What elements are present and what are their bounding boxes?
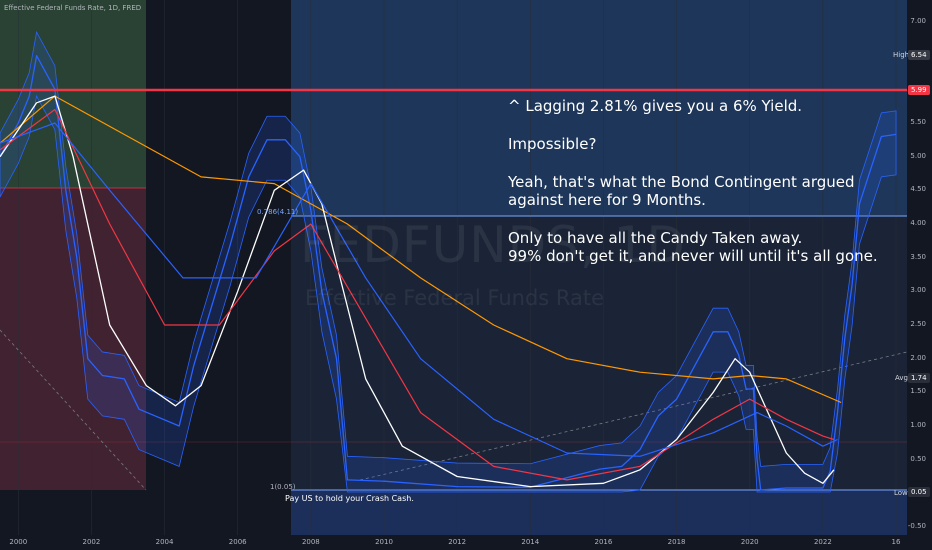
avg-label: Avg <box>895 374 908 382</box>
avg-value-tag: 1.74 <box>908 373 930 383</box>
white-average-line <box>0 95 835 488</box>
fib-lower-label: 1(0.05) <box>270 483 296 491</box>
red-average-line <box>0 108 835 481</box>
time-tick: 16 <box>891 538 901 546</box>
current-value-tag: 5.99 <box>908 85 930 95</box>
time-tick: 2018 <box>667 538 686 546</box>
price-tick: 4.00 <box>910 219 926 227</box>
price-tick: 2.50 <box>910 320 926 329</box>
price-tick: 4.50 <box>910 185 926 194</box>
bottom-note: Pay US to hold your Crash Cash. <box>285 494 414 503</box>
blue-zone-mid <box>291 216 907 490</box>
watermark-name: Effective Federal Funds Rate <box>305 286 605 310</box>
blue-zone-lower <box>291 490 907 535</box>
time-tick: 2006 <box>228 538 247 546</box>
time-tick: 2010 <box>375 538 393 546</box>
fib-upper-label: 0.786(4.11) <box>257 208 299 216</box>
time-tick: 2022 <box>813 538 832 546</box>
time-tick: 2014 <box>521 538 540 546</box>
annotation-line-3: Yeah, that's what the Bond Contingent ar… <box>508 173 855 191</box>
time-axis[interactable] <box>0 535 932 550</box>
time-tick: 2016 <box>594 538 613 546</box>
orange-average-line <box>0 95 842 404</box>
low-value-tag: 0.05 <box>908 487 930 497</box>
high-label: High <box>893 51 910 59</box>
blue-zone-upper <box>291 0 907 216</box>
price-tick: 1.50 <box>910 387 926 396</box>
diagonal-trend <box>0 329 147 491</box>
series-layer <box>0 30 897 493</box>
price-tick: 7.00 <box>910 16 926 25</box>
price-tick: 3.00 <box>910 286 926 295</box>
price-tick: 3.50 <box>910 252 926 261</box>
chart-title: Effective Federal Funds Rate, 1D, FRED <box>4 4 142 12</box>
fed-funds-rate-line <box>0 55 897 491</box>
price-tick: 1.00 <box>910 421 926 430</box>
time-tick: 2020 <box>740 538 759 546</box>
annotation-line-4: against here for 9 Months. <box>508 191 706 209</box>
rising-trend <box>359 351 908 481</box>
price-tick: 0.50 <box>910 454 926 463</box>
rate-envelope-band <box>0 30 897 493</box>
annotation-line-5: Only to have all the Candy Taken away. <box>508 229 803 247</box>
low-label: Low <box>894 489 908 497</box>
time-tick: 2008 <box>301 538 320 546</box>
price-tick: 2.00 <box>910 353 926 362</box>
time-tick: 2000 <box>9 538 28 546</box>
annotation-line-2: Impossible? <box>508 135 597 153</box>
time-tick: 2004 <box>155 538 174 546</box>
watermark-symbol: FEDFUNDS, 1D <box>300 216 686 274</box>
price-tick: 5.50 <box>910 117 926 126</box>
time-tick: 2012 <box>448 538 467 546</box>
high-value-tag: 6.54 <box>908 50 930 60</box>
blue-average-line <box>0 122 838 457</box>
price-tick: 5.00 <box>910 151 926 160</box>
time-tick: 2002 <box>82 538 101 546</box>
annotation-line-1: ^ Lagging 2.81% gives you a 6% Yield. <box>508 97 803 115</box>
annotation-line-6: 99% don't get it, and never will until i… <box>508 247 878 265</box>
price-axis[interactable] <box>907 0 932 550</box>
price-tick: -0.50 <box>907 522 926 531</box>
